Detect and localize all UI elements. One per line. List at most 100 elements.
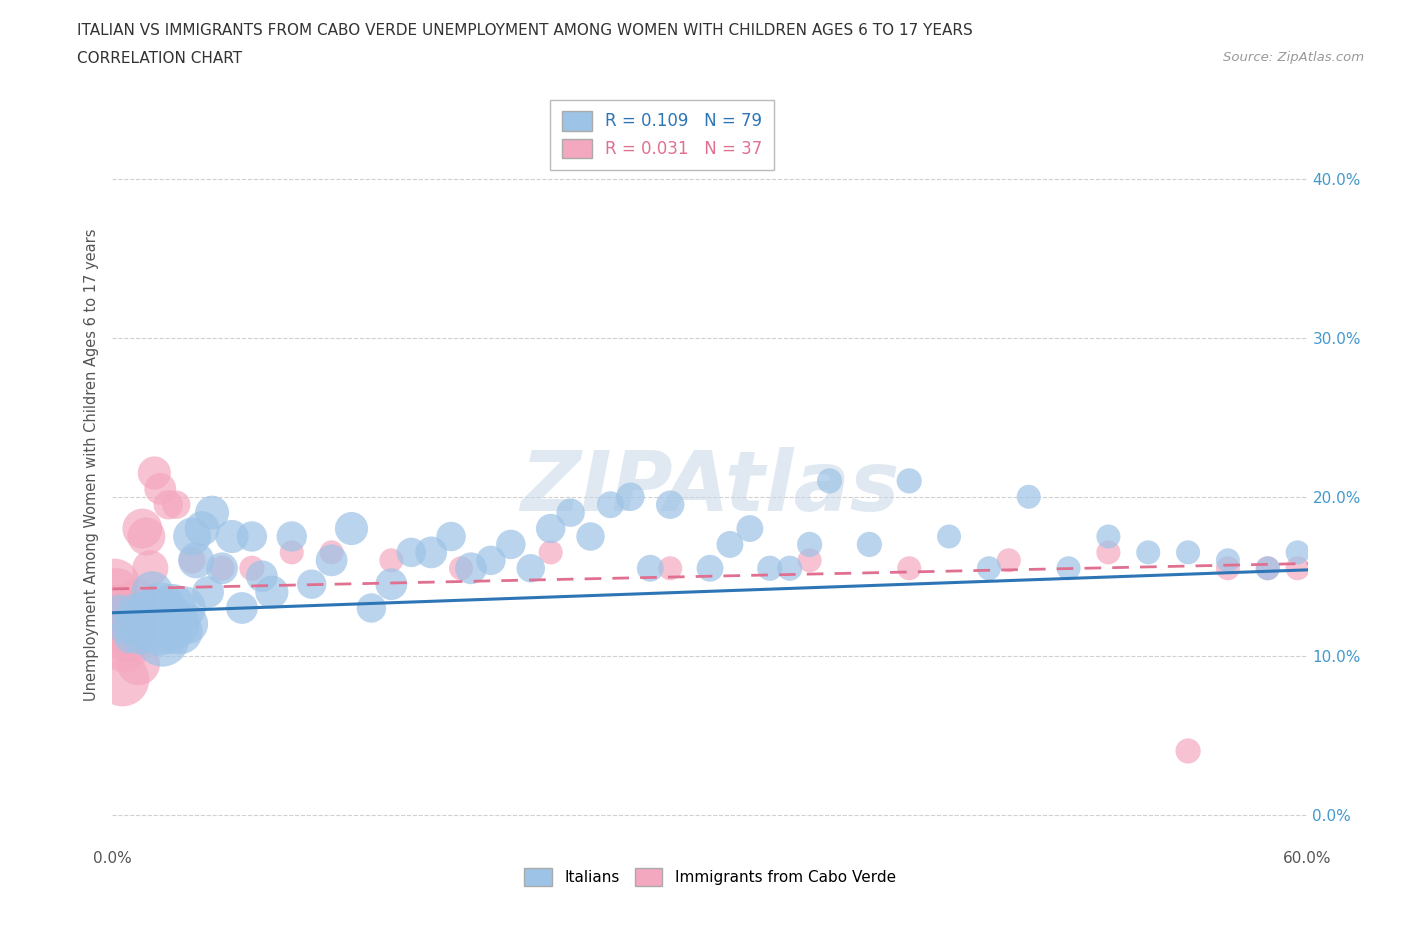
Point: [718, 537, 741, 551]
Point: [139, 561, 162, 576]
Point: [155, 617, 177, 631]
Point: [120, 608, 142, 623]
Point: [149, 601, 172, 616]
Y-axis label: Unemployment Among Women with Children Ages 6 to 17 years: Unemployment Among Women with Children A…: [84, 229, 100, 701]
Point: [401, 545, 423, 560]
Point: [169, 624, 191, 639]
Point: [659, 498, 682, 512]
Point: [114, 640, 135, 655]
Text: ZIPAtlas: ZIPAtlas: [520, 447, 900, 528]
Point: [260, 585, 283, 600]
Point: [139, 624, 162, 639]
Point: [211, 561, 233, 576]
Point: [117, 632, 139, 647]
Point: [115, 624, 138, 639]
Point: [240, 561, 263, 576]
Point: [157, 498, 180, 512]
Point: [520, 561, 543, 576]
Point: [135, 529, 157, 544]
Point: [201, 505, 224, 520]
Point: [111, 672, 134, 687]
Point: [127, 657, 149, 671]
Point: [1216, 561, 1239, 576]
Point: [177, 617, 200, 631]
Point: [1216, 552, 1239, 567]
Point: [143, 466, 166, 481]
Point: [153, 608, 176, 623]
Point: [938, 529, 960, 544]
Point: [599, 498, 621, 512]
Point: [134, 624, 156, 639]
Point: [998, 552, 1021, 567]
Point: [738, 521, 761, 536]
Point: [1097, 529, 1119, 544]
Point: [173, 601, 195, 616]
Point: [181, 552, 204, 567]
Point: [1177, 545, 1199, 560]
Point: [111, 624, 134, 639]
Point: [127, 632, 149, 647]
Point: [479, 552, 502, 567]
Point: [231, 601, 253, 616]
Point: [131, 521, 153, 536]
Point: [149, 482, 172, 497]
Point: [131, 601, 153, 616]
Point: [114, 617, 135, 631]
Point: [301, 577, 323, 591]
Point: [779, 561, 801, 576]
Point: [211, 561, 233, 576]
Point: [162, 601, 183, 616]
Point: [165, 617, 187, 631]
Point: [858, 537, 880, 551]
Point: [340, 521, 363, 536]
Point: [103, 577, 125, 591]
Point: [107, 601, 129, 616]
Point: [221, 529, 243, 544]
Point: [1257, 561, 1279, 576]
Point: [250, 569, 273, 584]
Point: [659, 561, 682, 576]
Point: [281, 529, 304, 544]
Point: [191, 521, 214, 536]
Point: [799, 552, 821, 567]
Point: [125, 592, 148, 607]
Point: [120, 608, 142, 623]
Point: [640, 561, 662, 576]
Point: [150, 632, 173, 647]
Point: [540, 545, 562, 560]
Text: ITALIAN VS IMMIGRANTS FROM CABO VERDE UNEMPLOYMENT AMONG WOMEN WITH CHILDREN AGE: ITALIAN VS IMMIGRANTS FROM CABO VERDE UN…: [77, 23, 973, 38]
Point: [110, 624, 132, 639]
Point: [321, 545, 343, 560]
Point: [1286, 561, 1309, 576]
Point: [579, 529, 602, 544]
Point: [380, 552, 402, 567]
Point: [186, 552, 208, 567]
Point: [240, 529, 263, 544]
Point: [121, 601, 143, 616]
Point: [281, 545, 304, 560]
Point: [105, 585, 128, 600]
Point: [898, 473, 921, 488]
Point: [540, 521, 562, 536]
Point: [138, 601, 160, 616]
Point: [125, 617, 148, 631]
Point: [321, 552, 343, 567]
Point: [124, 608, 146, 623]
Point: [129, 608, 152, 623]
Point: [124, 624, 146, 639]
Point: [898, 561, 921, 576]
Point: [619, 489, 641, 504]
Point: [141, 585, 163, 600]
Point: [799, 537, 821, 551]
Point: [197, 585, 219, 600]
Point: [380, 577, 402, 591]
Point: [977, 561, 1000, 576]
Point: [699, 561, 721, 576]
Point: [420, 545, 443, 560]
Point: [1286, 545, 1309, 560]
Point: [143, 608, 166, 623]
Point: [1257, 561, 1279, 576]
Point: [440, 529, 463, 544]
Point: [1057, 561, 1080, 576]
Text: Source: ZipAtlas.com: Source: ZipAtlas.com: [1223, 51, 1364, 64]
